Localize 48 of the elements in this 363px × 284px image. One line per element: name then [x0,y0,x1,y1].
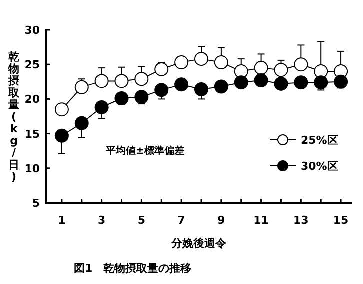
point [134,90,149,104]
point [154,62,169,76]
point [94,100,109,115]
y-tick-label: 10 [24,162,40,176]
x-tick-label: 7 [178,214,186,227]
x-tick-label: 3 [98,214,106,227]
point [114,92,129,106]
x-tick-label: 1 [58,214,66,227]
point [234,76,248,90]
point [114,74,129,88]
point [54,128,69,143]
point [74,116,89,130]
point [294,76,308,90]
x-tick-label: 15 [333,214,349,227]
legend-label: 30%区 [301,160,338,173]
point [274,63,288,78]
y-tick-label: 5 [32,197,40,210]
point [334,74,348,89]
y-tick-label: 20 [24,93,40,106]
y-tick-label: 15 [24,128,40,141]
x-tick-label: 13 [294,214,309,227]
point [234,64,248,79]
annotation: 平均値±標準偏差 [105,145,184,157]
y-tick-label: 30 [24,24,40,37]
point [154,83,169,98]
point [254,74,268,88]
point [214,80,228,94]
x-axis-title: 分娩後週令 [170,237,228,250]
point [174,56,189,70]
point [254,61,268,76]
point [194,52,208,66]
point [274,76,288,91]
point [74,80,89,94]
text: 乾物摂取量(kg/日) [8,50,20,184]
point [94,74,109,88]
x-tick-label: 11 [254,214,269,227]
x-tick-label: 5 [138,214,146,227]
x-tick-label: 9 [218,214,226,227]
point [314,76,328,90]
point [134,72,149,86]
caption: 図1 乾物摂取量の推移 [74,262,192,275]
legend-label: 25%区 [301,134,338,147]
point [174,78,189,92]
point [194,82,208,97]
point [54,102,69,117]
point [294,58,308,72]
point [214,56,228,70]
y-tick-label: 25 [24,58,40,72]
